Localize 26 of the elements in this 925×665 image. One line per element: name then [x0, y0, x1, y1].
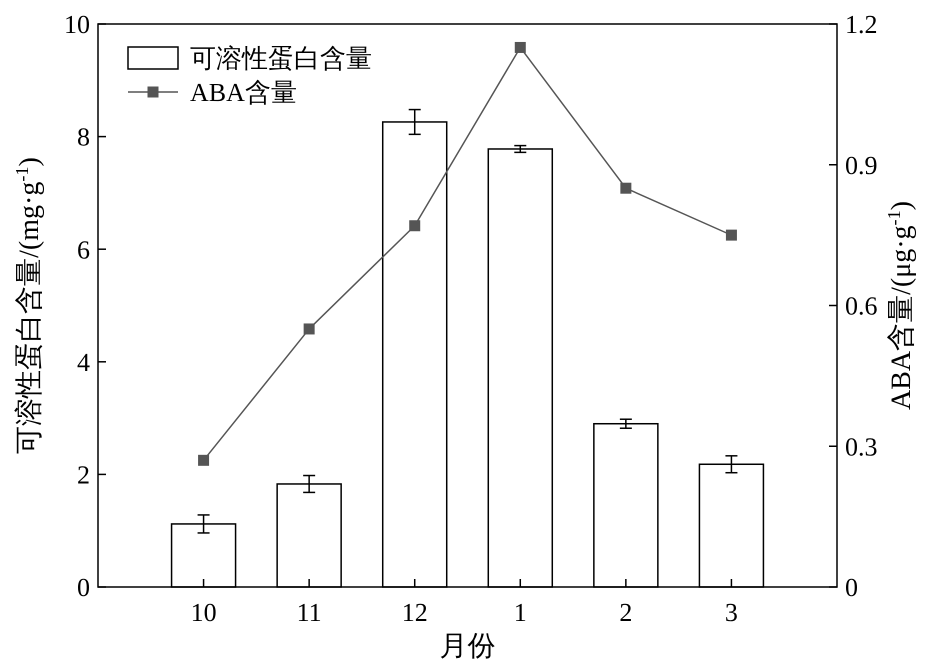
point: [620, 182, 632, 194]
y-tick-label: 4: [77, 348, 90, 377]
y-tick-label: 8: [77, 122, 90, 152]
y2-tick-label: 0: [845, 573, 858, 602]
x-tick-label: 2: [619, 598, 632, 627]
x-tick-label: 1: [514, 598, 527, 627]
point: [409, 220, 420, 232]
point: [726, 230, 737, 241]
y-tick-label: 2: [77, 460, 90, 490]
point: [514, 42, 526, 53]
legend-label: ABA含量: [190, 78, 297, 108]
x-tick-label: 3: [724, 598, 738, 627]
x-axis-title: 月份: [440, 631, 496, 662]
x-tick-label: 12: [402, 598, 428, 627]
y-tick-label: 6: [77, 235, 90, 264]
y2-tick-label: 1.2: [845, 10, 878, 40]
y-tick-label: 0: [77, 573, 90, 602]
point: [198, 454, 210, 466]
y-tick-label: 10: [64, 10, 90, 40]
legend-label: 可溶性蛋白含量: [190, 44, 372, 74]
y2-tick-label: 0.6: [845, 292, 878, 321]
x-tick-label: 10: [190, 598, 217, 627]
y2-tick-label: 0.3: [845, 432, 878, 462]
y2-tick-label: 0.9: [845, 150, 878, 180]
x-tick-label: 11: [296, 598, 322, 627]
point: [304, 323, 315, 334]
